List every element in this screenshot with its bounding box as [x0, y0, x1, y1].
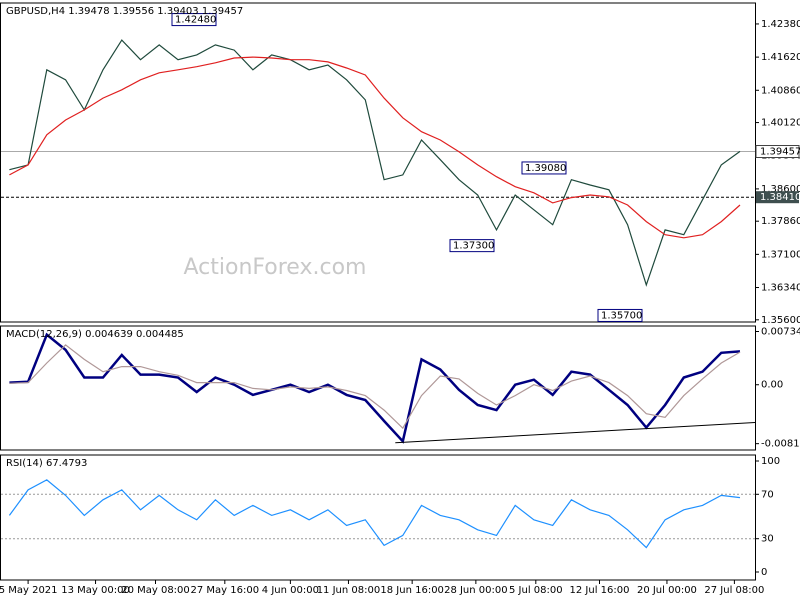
x-tick-label: 5 May 2021 [0, 585, 58, 596]
annotation-label: 1.37300 [453, 241, 494, 252]
y-tick-label: 1.36340 [761, 283, 800, 294]
annotation-box [449, 239, 495, 253]
y-tick-label: 30 [761, 534, 774, 545]
annotation-label: 1.35700 [601, 310, 642, 321]
watermark: ActionForex.com [184, 255, 367, 280]
panel-title: RSI(14) 67.4793 [6, 458, 87, 469]
price-label: 1.39457 [760, 147, 800, 158]
y-tick-label: 1.37860 [761, 216, 800, 227]
series-line [9, 332, 741, 444]
panel-frame [0, 325, 756, 451]
y-tick-label: 1.42380 [761, 19, 800, 30]
y-tick-label: 0.00 [761, 380, 783, 391]
y-tick-label: 100 [761, 456, 780, 467]
y-tick-label: 1.40860 [761, 85, 800, 96]
x-tick-label: 20 Jul 00:00 [637, 585, 697, 596]
panel-frame [0, 2, 756, 323]
y-tick-label: -0.008126 [761, 439, 800, 450]
annotation-label: 1.39080 [525, 163, 566, 174]
y-tick-label: 1.38600 [761, 184, 800, 195]
x-tick-label: 28 Jun 00:00 [444, 585, 508, 596]
x-tick-label: 18 Jun 16:00 [380, 585, 444, 596]
x-tick-label: 13 May 00:00 [61, 585, 130, 596]
series-line [9, 344, 741, 430]
level-label: 1.38410 [760, 192, 800, 203]
x-tick-label: 11 Jun 08:00 [317, 585, 381, 596]
x-tick-label: 4 Jun 00:00 [262, 585, 319, 596]
x-tick-label: 12 Jul 16:00 [570, 585, 630, 596]
y-tick-label: 1.35600 [761, 315, 800, 326]
y-tick-label: 1.41620 [761, 52, 800, 63]
level-box [756, 191, 799, 204]
panel-frame [0, 454, 756, 581]
series-line [9, 56, 741, 239]
y-tick-label: 70 [761, 489, 774, 500]
annotation-label: 1.42480 [175, 15, 216, 26]
annotation-box [597, 308, 643, 322]
price-box [755, 145, 800, 159]
y-tick-label: 1.37100 [761, 249, 800, 260]
y-tick-label: 0.007342 [761, 326, 800, 337]
panel-title: GBPUSD,H4 1.39478 1.39556 1.39403 1.3945… [6, 6, 243, 17]
trendline [395, 421, 756, 444]
x-tick-label: 27 May 16:00 [191, 585, 260, 596]
series-line [9, 39, 741, 287]
annotation-box [521, 161, 567, 175]
y-tick-label: 1.40120 [761, 118, 800, 129]
annotation-box [171, 13, 217, 27]
x-tick-label: 20 May 08:00 [121, 585, 190, 596]
panel-title: MACD(12,26,9) 0.004639 0.004485 [6, 329, 184, 340]
x-tick-label: 27 Jul 08:00 [704, 585, 764, 596]
series-line [8, 479, 741, 549]
x-tick-label: 5 Jul 08:00 [509, 585, 563, 596]
y-tick-label: 0 [761, 567, 767, 578]
